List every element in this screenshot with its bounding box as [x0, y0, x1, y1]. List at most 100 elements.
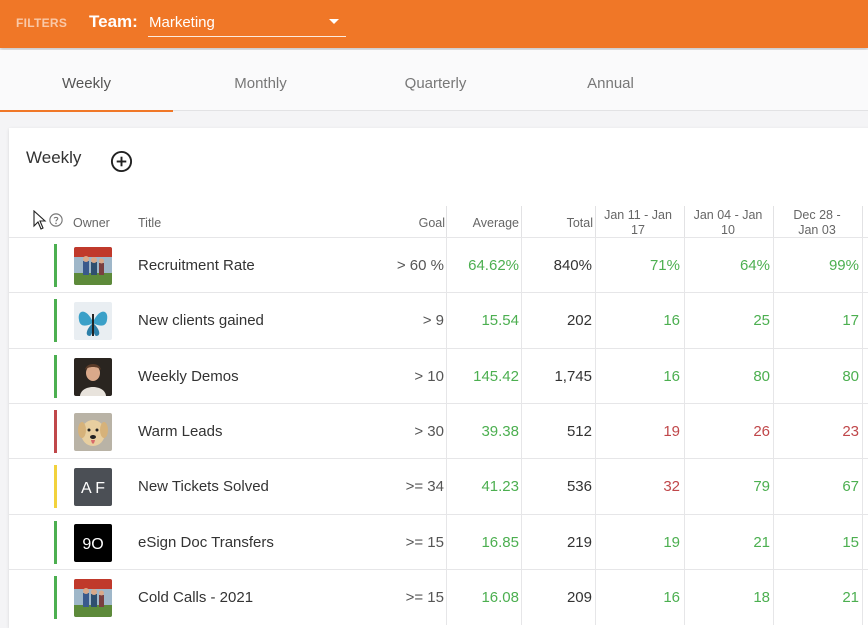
week-value[interactable]: 15 [842, 533, 859, 551]
owner-avatar[interactable] [74, 412, 112, 451]
column-divider [862, 459, 863, 515]
goal-value: > 60 % [396, 257, 444, 274]
week-value[interactable]: 16 [663, 367, 680, 385]
measurable-title: Weekly Demos [138, 367, 239, 385]
column-divider [521, 238, 522, 293]
column-divider [773, 403, 774, 459]
table-row[interactable]: Cold Calls - 2021 >= 15 16.08 209 16 18 21 [9, 568, 868, 625]
column-divider [773, 459, 774, 515]
table-row[interactable]: 9O eSign Doc Transfers >= 15 16.85 219 19 21 15 [9, 513, 868, 570]
average-value: 16.08 [481, 588, 519, 606]
column-divider [684, 514, 685, 570]
dropdown-arrow-icon [329, 19, 339, 24]
average-value: 145.42 [473, 367, 519, 385]
owner-avatar[interactable] [74, 357, 112, 396]
table-row[interactable]: Recruitment Rate > 60 % 64.62% 840% 71% 64% 99… [9, 237, 868, 293]
measurable-title: New clients gained [138, 312, 264, 330]
help-icon[interactable] [49, 213, 63, 227]
add-circle-icon[interactable] [110, 150, 133, 173]
top-filter-bar: FILTERS Team: Marketing [0, 0, 868, 48]
week-value[interactable]: 21 [753, 533, 770, 551]
goal-value: >= 15 [405, 533, 444, 551]
week-value[interactable]: 19 [663, 422, 680, 440]
team-label: Team: [89, 12, 138, 31]
goal-value: > 10 [414, 367, 444, 385]
column-divider [773, 348, 774, 404]
week-value[interactable]: 64% [739, 257, 770, 274]
mouse-cursor-icon [33, 210, 47, 230]
table-row[interactable]: New clients gained > 9 15.54 202 16 25 17 [9, 292, 868, 349]
column-header-owner: Owner [73, 216, 110, 230]
owner-avatar[interactable]: 9O [74, 523, 112, 562]
status-indicator [54, 520, 57, 564]
tab-quarterly[interactable]: Quarterly [349, 50, 522, 111]
goal-value: > 9 [422, 312, 444, 330]
column-divider [684, 206, 685, 238]
tab-weekly[interactable]: Weekly [0, 50, 173, 112]
average-value: 16.85 [481, 533, 519, 551]
average-value: 64.62% [468, 257, 519, 274]
table-row[interactable]: Warm Leads > 30 39.38 512 19 26 23 [9, 402, 868, 459]
tab-label: Monthly [234, 75, 287, 92]
week-value[interactable]: 71% [649, 257, 680, 274]
table-row[interactable]: A F New Tickets Solved >= 34 41.23 536 32 79 67 [9, 458, 868, 515]
owner-avatar[interactable] [74, 247, 112, 285]
column-header-total: Total [566, 216, 593, 230]
week-value[interactable]: 80 [753, 367, 770, 385]
column-header-week: Jan 11 - Jan 17 [604, 208, 672, 237]
goal-value: > 30 [414, 422, 444, 440]
total-value: 219 [566, 533, 592, 551]
week-value[interactable]: 67 [842, 478, 859, 496]
week-value[interactable]: 23 [842, 422, 859, 440]
week-value[interactable]: 79 [753, 478, 770, 496]
goal-value: >= 15 [405, 588, 444, 606]
week-value[interactable]: 80 [842, 367, 859, 385]
column-divider [684, 293, 685, 349]
column-divider [862, 238, 863, 293]
total-value: 1,745 [554, 367, 592, 385]
column-divider [446, 293, 447, 349]
week-value[interactable]: 99% [828, 257, 859, 274]
card-title: Weekly [26, 148, 82, 167]
week-value[interactable]: 21 [842, 588, 859, 606]
tab-annual[interactable]: Annual [524, 50, 697, 111]
owner-avatar[interactable] [74, 302, 112, 341]
column-header-week: Dec 28 - Jan 03 [793, 208, 841, 237]
week-value[interactable]: 16 [663, 588, 680, 606]
column-divider [773, 514, 774, 570]
column-divider [862, 569, 863, 625]
measurable-title: eSign Doc Transfers [138, 533, 274, 551]
average-value: 15.54 [481, 312, 519, 330]
total-value: 512 [566, 422, 592, 440]
owner-avatar[interactable] [74, 578, 112, 617]
column-divider [521, 514, 522, 570]
column-divider [521, 206, 522, 238]
team-select[interactable]: Marketing [148, 8, 346, 37]
week-value[interactable]: 19 [663, 533, 680, 551]
tab-monthly[interactable]: Monthly [174, 50, 347, 111]
column-divider [862, 293, 863, 349]
column-divider [446, 206, 447, 238]
column-divider [773, 293, 774, 349]
owner-avatar[interactable]: A F [74, 468, 112, 507]
column-divider [862, 514, 863, 570]
column-divider [521, 403, 522, 459]
week-value[interactable]: 26 [753, 422, 770, 440]
table-row[interactable]: Weekly Demos > 10 145.42 1,745 16 80 80 [9, 347, 868, 404]
column-divider [446, 459, 447, 515]
column-divider [773, 569, 774, 625]
column-divider [862, 403, 863, 459]
week-value[interactable]: 18 [753, 588, 770, 606]
week-value[interactable]: 16 [663, 312, 680, 330]
week-value[interactable]: 25 [753, 312, 770, 330]
filters-label[interactable]: FILTERS [16, 16, 68, 30]
column-divider [684, 459, 685, 515]
column-divider [595, 514, 596, 570]
week-value[interactable]: 32 [663, 478, 680, 496]
avatar-initials: A F [81, 480, 105, 497]
week-value[interactable]: 17 [842, 312, 859, 330]
column-divider [595, 459, 596, 515]
status-indicator [54, 244, 57, 287]
column-divider [595, 206, 596, 238]
column-divider [446, 348, 447, 404]
